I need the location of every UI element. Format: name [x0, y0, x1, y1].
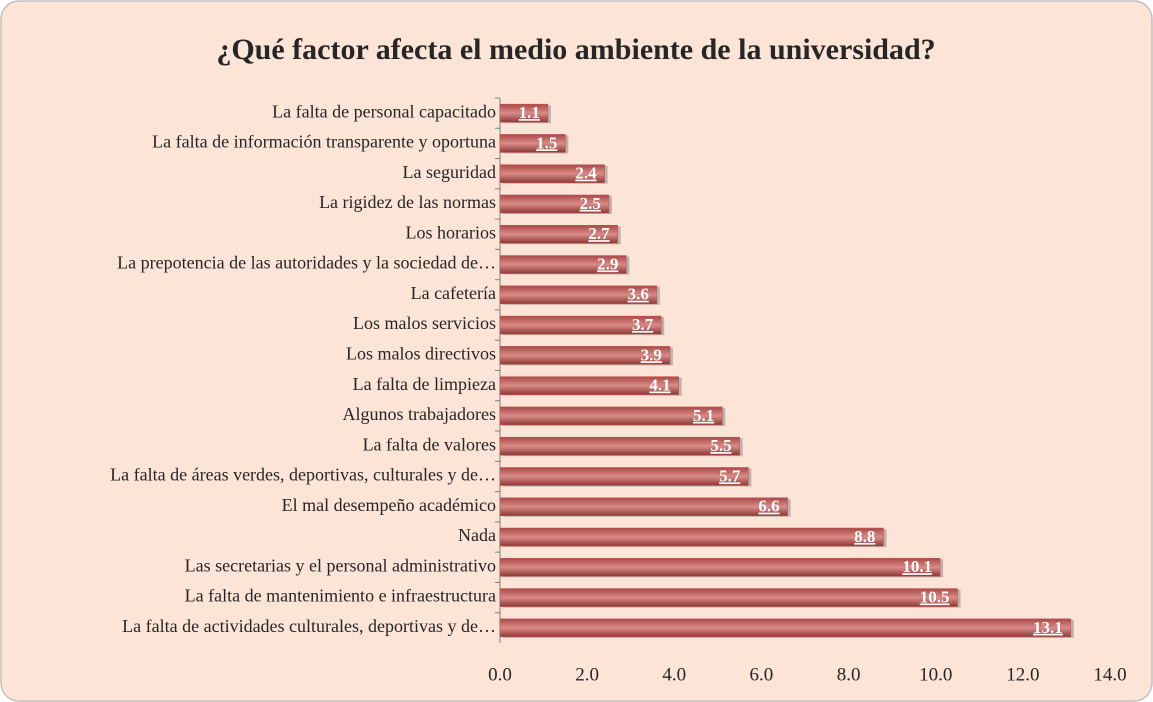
value-label: 3.9 — [641, 345, 662, 364]
bar — [499, 467, 749, 486]
value-label: 2.9 — [597, 254, 618, 273]
bar — [499, 588, 958, 607]
x-tick-label: 14.0 — [1093, 664, 1126, 685]
y-tick-label: La falta de mantenimiento e infraestruct… — [185, 586, 496, 606]
value-label: 4.1 — [649, 376, 670, 395]
y-tick-label: La falta de limpieza — [353, 374, 496, 394]
value-label: 2.4 — [575, 164, 597, 183]
value-label: 13.1 — [1033, 618, 1063, 637]
value-label: 5.5 — [710, 436, 731, 455]
value-label: 1.5 — [536, 133, 557, 152]
x-tick-label: 10.0 — [919, 664, 952, 685]
bar — [499, 194, 610, 214]
bar — [499, 497, 788, 516]
y-tick-label: Los malos directivos — [346, 343, 496, 363]
y-tick-label: La falta de personal capacitado — [272, 101, 496, 121]
y-tick-label: Los horarios — [406, 222, 496, 242]
x-tick-label: 4.0 — [662, 664, 686, 685]
bar — [499, 285, 658, 305]
bar — [499, 315, 662, 335]
y-tick-label: Los malos servicios — [353, 313, 496, 333]
value-label: 5.7 — [719, 466, 741, 485]
bar — [499, 618, 1072, 638]
bar — [499, 103, 549, 123]
bar — [499, 527, 884, 547]
y-tick-label: El mal desempeño académico — [282, 495, 496, 515]
x-tick-label: 0.0 — [488, 664, 512, 685]
value-label: 2.7 — [588, 224, 610, 243]
chart-title: ¿Qué factor afecta el medio ambiente de … — [216, 33, 935, 66]
y-tick-label: La falta de información transparente y o… — [152, 132, 496, 152]
x-tick-label: 12.0 — [1006, 664, 1039, 685]
bar — [499, 406, 723, 426]
value-label: 2.5 — [580, 194, 601, 213]
value-label: 10.5 — [920, 587, 950, 606]
y-tick-label: Las secretarias y el personal administra… — [185, 555, 496, 575]
value-label: 5.1 — [693, 406, 714, 425]
y-tick-label: La cafetería — [411, 283, 496, 303]
value-label: 10.1 — [902, 557, 932, 576]
bar — [499, 134, 566, 153]
value-label: 3.7 — [632, 315, 654, 334]
value-label: 3.6 — [628, 285, 649, 304]
bar — [499, 436, 740, 456]
x-tick-label: 2.0 — [575, 664, 599, 685]
y-tick-label: La rigidez de las normas — [319, 192, 496, 212]
bar — [499, 376, 679, 395]
y-tick-label: La seguridad — [403, 162, 496, 182]
x-tick-label: 8.0 — [837, 664, 861, 685]
value-label: 8.8 — [854, 527, 875, 546]
y-tick-label: La prepotencia de las autoridades y la s… — [117, 253, 496, 273]
y-tick-label: Nada — [458, 525, 496, 545]
bar — [499, 225, 618, 244]
y-tick-label: La falta de áreas verdes, deportivas, cu… — [110, 465, 496, 485]
bar — [499, 255, 627, 274]
y-tick-label: La falta de valores — [363, 434, 496, 454]
y-tick-label: Algunos trabajadores — [343, 404, 496, 424]
value-label: 6.6 — [758, 497, 779, 516]
value-label: 1.1 — [519, 103, 540, 122]
y-tick-label: La falta de actividades culturales, depo… — [122, 616, 496, 636]
bar — [499, 346, 671, 365]
bar — [499, 164, 605, 183]
bar — [499, 558, 941, 577]
x-tick-label: 6.0 — [750, 664, 774, 685]
